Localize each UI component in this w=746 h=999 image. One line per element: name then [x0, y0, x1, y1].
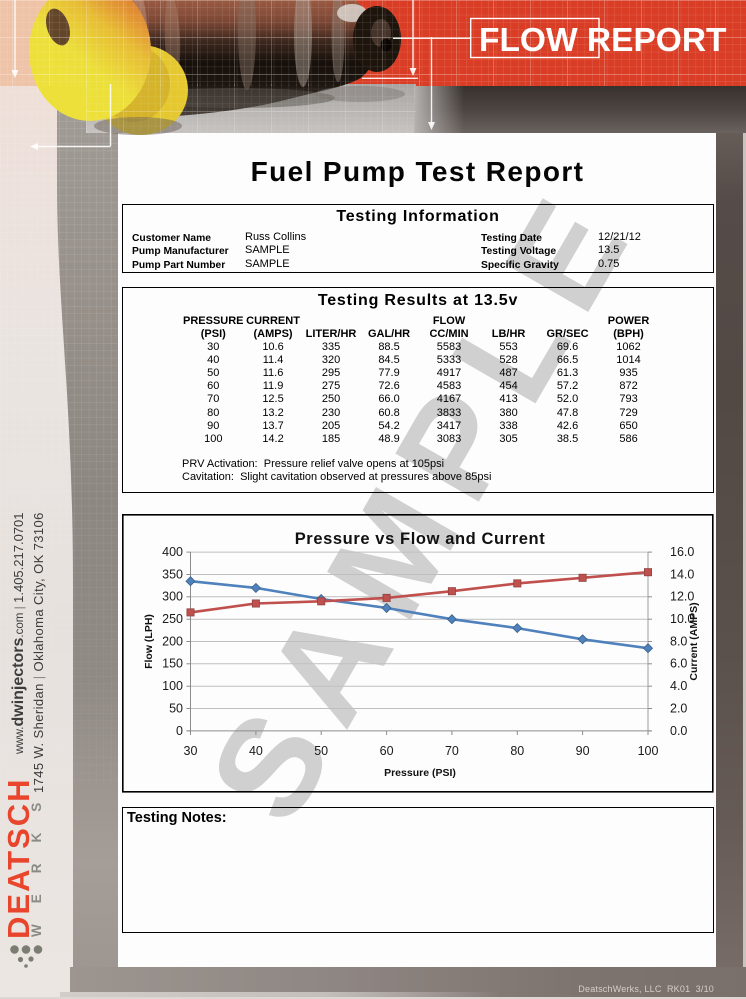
svg-text:4.0: 4.0 — [670, 679, 687, 693]
svg-text:12.0: 12.0 — [670, 590, 694, 604]
svg-text:0: 0 — [176, 724, 183, 738]
svg-text:150: 150 — [162, 657, 183, 671]
svg-text:Pressure (PSI): Pressure (PSI) — [384, 767, 456, 779]
svg-text:100: 100 — [162, 679, 183, 693]
svg-text:50: 50 — [169, 701, 183, 715]
svg-text:6.0: 6.0 — [670, 657, 687, 671]
svg-text:8.0: 8.0 — [670, 634, 687, 648]
svg-text:300: 300 — [162, 590, 183, 604]
svg-text:100: 100 — [638, 744, 659, 758]
svg-text:FLOW REPORT: FLOW REPORT — [479, 22, 727, 59]
svg-text:Pressure vs Flow and Current: Pressure vs Flow and Current — [295, 530, 546, 548]
svg-text:200: 200 — [162, 634, 183, 648]
svg-text:Current (AMPS): Current (AMPS) — [688, 602, 700, 680]
svg-text:10.0: 10.0 — [670, 612, 694, 626]
svg-text:90: 90 — [576, 744, 590, 758]
svg-text:400: 400 — [162, 545, 183, 559]
svg-text:16.0: 16.0 — [670, 545, 694, 559]
svg-text:2.0: 2.0 — [670, 701, 687, 715]
svg-text:50: 50 — [314, 744, 328, 758]
svg-text:Flow (LPH): Flow (LPH) — [143, 614, 155, 669]
svg-text:350: 350 — [162, 567, 183, 581]
svg-text:40: 40 — [249, 744, 263, 758]
svg-text:14.0: 14.0 — [670, 567, 694, 581]
svg-text:250: 250 — [162, 612, 183, 626]
svg-text:70: 70 — [445, 744, 459, 758]
svg-text:0.0: 0.0 — [670, 724, 687, 738]
svg-text:60: 60 — [380, 744, 394, 758]
svg-text:30: 30 — [184, 744, 198, 758]
svg-text:80: 80 — [510, 744, 524, 758]
